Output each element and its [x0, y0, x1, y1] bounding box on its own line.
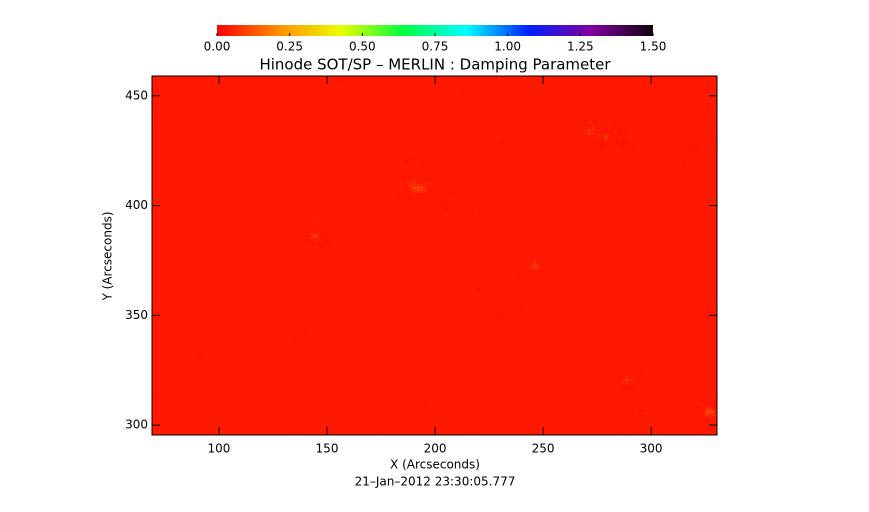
- colorbar-tick-label: 0.50: [349, 40, 376, 54]
- heatmap-image: [152, 76, 717, 435]
- colorbar-tick-label: 1.00: [494, 40, 521, 54]
- y-tick-label: 300: [125, 418, 148, 432]
- colorbar-tick-label: 0.75: [422, 40, 449, 54]
- y-tick-label: 450: [125, 88, 148, 102]
- timestamp: 21–Jan–2012 23:30:05.777: [355, 475, 516, 489]
- colorbar-tick-label: 1.25: [567, 40, 594, 54]
- x-tick-label: 300: [640, 442, 663, 456]
- chart-title: Hinode SOT/SP – MERLIN : Damping Paramet…: [259, 56, 611, 74]
- plot-frame: [151, 75, 718, 436]
- y-tick-label: 350: [125, 308, 148, 322]
- y-tick-label: 400: [125, 198, 148, 212]
- colorbar-tick-label: 0.25: [276, 40, 303, 54]
- x-tick-label: 100: [208, 442, 231, 456]
- colorbar-tick-label: 1.50: [640, 40, 667, 54]
- colorbar: [217, 25, 653, 36]
- y-axis-label: Y (Arcseconds): [101, 211, 115, 301]
- x-tick-label: 250: [532, 442, 555, 456]
- x-tick-label: 150: [316, 442, 339, 456]
- x-axis-label: X (Arcseconds): [390, 458, 480, 472]
- colorbar-tick-label: 0.00: [204, 40, 231, 54]
- x-tick-label: 200: [424, 442, 447, 456]
